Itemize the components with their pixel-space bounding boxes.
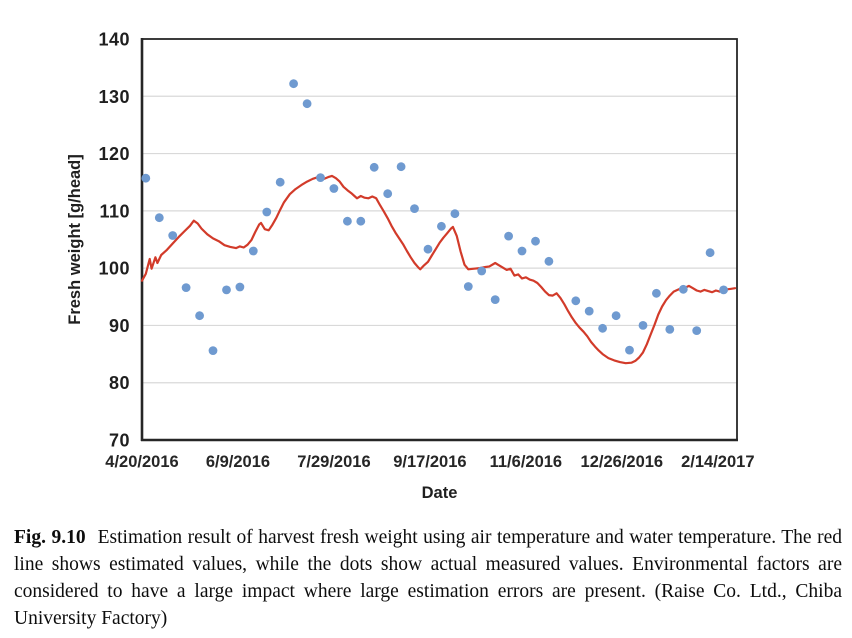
measured-dot: [584, 306, 594, 316]
measured-dot: [329, 184, 339, 193]
chart-area: 70 80 90 100 110 120 130 140 4/20/2016 6/9/2016 7/…: [66, 30, 755, 503]
measured-dot: [598, 323, 607, 333]
measured-dot: [369, 162, 379, 172]
x-axis-title: Date: [422, 484, 458, 502]
measured-dot: [208, 346, 218, 355]
measured-dot: [275, 177, 285, 187]
measured-dot: [719, 285, 728, 295]
x-tick-label: 9/17/2016: [393, 453, 466, 471]
measured-dot: [571, 296, 581, 306]
measured-dot: [396, 162, 406, 172]
measured-dot: [463, 282, 473, 291]
y-axis-title: Fresh weight [g/head]: [66, 154, 84, 325]
measured-dot: [437, 221, 446, 231]
x-tick-label: 11/6/2016: [490, 453, 563, 471]
measured-dot: [477, 266, 487, 276]
measured-dot: [450, 209, 460, 219]
measured-dot: [611, 311, 621, 321]
measured-dot: [638, 321, 648, 330]
measured-dot: [154, 213, 164, 223]
estimated-line-series: [140, 174, 737, 365]
figure-caption-label: Fig. 9.10: [14, 527, 86, 548]
measured-dot: [302, 99, 312, 109]
y-tick-label-140: 140: [98, 30, 130, 50]
measured-dot: [262, 207, 272, 217]
measured-dot: [678, 284, 688, 294]
measured-dot: [343, 216, 352, 226]
measured-dot: [141, 173, 151, 183]
measured-dot: [517, 246, 527, 256]
measured-dot: [705, 248, 715, 258]
measured-dot: [504, 231, 513, 241]
figure-caption: Fig. 9.10 Estimation result of harvest fr…: [14, 524, 842, 632]
measured-dot: [410, 204, 419, 214]
y-tick-label-70: 70: [109, 431, 130, 451]
measured-dot: [222, 285, 231, 295]
plot-border: [141, 38, 738, 441]
y-tick-label-120: 120: [98, 144, 130, 164]
measured-dot: [289, 79, 298, 89]
measured-dot: [423, 244, 433, 254]
measured-dot: [235, 282, 245, 292]
y-tick-label-100: 100: [98, 259, 130, 279]
x-tick-label: 2/14/2017: [681, 453, 754, 471]
measured-dot: [692, 326, 702, 335]
measured-dot: [531, 236, 540, 246]
measured-dot: [356, 216, 366, 226]
measured-dot: [625, 345, 634, 355]
measured-dot: [168, 231, 178, 240]
y-tick-label-130: 130: [98, 87, 130, 107]
y-tick-label-80: 80: [109, 373, 130, 393]
x-tick-label: 6/9/2016: [206, 453, 270, 471]
x-tick-label: 4/20/2016: [105, 453, 178, 471]
measured-dot: [316, 173, 325, 183]
measured-dot: [665, 325, 675, 334]
fresh-weight-chart: 70 80 90 100 110 120 130 140 4/20/2016 6/9/2016 7/…: [66, 30, 755, 503]
measured-dot: [248, 246, 258, 256]
measured-dot: [652, 288, 661, 298]
measured-dot: [544, 256, 554, 266]
measured-dot: [181, 283, 191, 292]
measured-dot: [195, 311, 205, 321]
x-tick-label: 7/29/2016: [297, 453, 370, 471]
y-tick-label-90: 90: [109, 316, 130, 336]
measured-dot: [383, 189, 393, 199]
measured-dot: [490, 295, 500, 304]
y-tick-label-110: 110: [99, 201, 130, 221]
x-tick-label: 12/26/2016: [581, 453, 664, 471]
figure-caption-text: Estimation result of harvest fresh weigh…: [14, 527, 842, 629]
